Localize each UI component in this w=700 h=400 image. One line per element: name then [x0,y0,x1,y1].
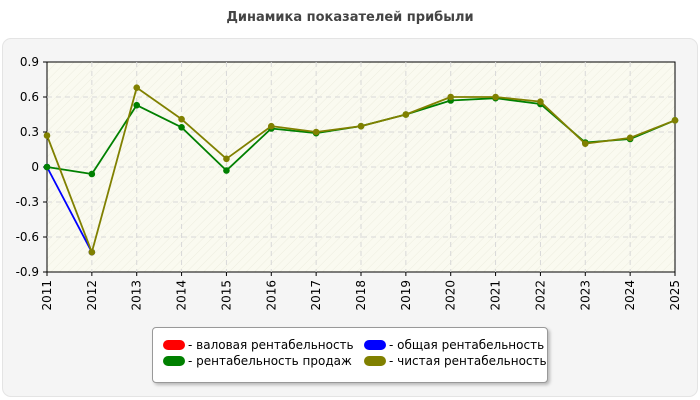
x-tick-label: 2019 [399,280,413,311]
x-tick-label: 2020 [444,280,458,311]
data-point-2 [43,163,51,171]
x-tick-label: 2012 [85,280,99,311]
legend: - валовая рентабельность - общая рентабе… [152,327,548,383]
x-tick-label: 2023 [578,280,592,311]
legend-text-sales: рентабельность продаж [196,354,352,368]
data-point-3 [581,140,589,147]
x-tick-label: 2022 [533,280,547,311]
data-point-3 [537,98,544,105]
y-tick-label: -0.3 [16,195,39,209]
legend-item-gross: - валовая рентабельность [163,337,354,353]
legend-label-gross: - валовая рентабельность [188,338,354,352]
data-point-3 [223,155,230,163]
data-point-3 [312,128,320,136]
x-tick-label: 2025 [668,280,682,311]
grid-lines [47,62,675,272]
data-point-2 [133,101,141,109]
data-point-3 [402,111,410,118]
data-point-3 [43,132,51,139]
legend-label-total: - общая рентабельность [389,338,545,352]
legend-text-gross: валовая рентабельность [196,338,354,352]
legend-text-total: общая рентабельность [397,338,545,352]
y-tick-label: -0.9 [16,265,39,279]
legend-item-net: - чистая рентабельность [364,353,547,369]
x-tick-label: 2011 [40,280,54,311]
data-point-3 [267,122,275,130]
legend-item-sales: - рентабельность продаж [163,353,352,369]
y-tick-label: 0.9 [20,55,39,69]
data-point-3 [492,93,499,101]
series-layer [43,84,679,256]
data-point-3 [626,134,634,142]
data-point-3 [447,93,455,101]
chart-title: Динамика показателей прибыли [226,10,474,25]
x-tick-label: 2015 [219,280,233,311]
data-point-3 [88,248,96,256]
data-point-2 [178,124,185,131]
data-point-2 [88,170,96,178]
x-tick-label: 2018 [354,280,368,311]
data-point-3 [357,122,365,130]
y-tick-label: 0 [31,160,39,174]
data-point-3 [671,117,679,124]
data-point-3 [178,115,185,123]
legend-text-net: чистая рентабельность [397,354,547,368]
y-tick-label: 0.6 [20,90,39,104]
x-tick-label: 2013 [130,280,144,311]
x-tick-label: 2016 [264,280,278,311]
legend-swatch-net [364,356,386,366]
y-tick-label: -0.6 [16,230,39,244]
x-tick-label: 2014 [175,280,189,311]
legend-label-net: - чистая рентабельность [389,354,547,368]
legend-item-total: - общая рентабельность [364,337,544,353]
series-line-1 [46,166,93,253]
x-tick-label: 2017 [309,280,323,311]
legend-swatch-gross [163,340,185,350]
data-point-3 [133,84,141,91]
x-tick-label: 2024 [623,280,637,311]
legend-swatch-sales [163,356,185,366]
y-tick-label: 0.3 [20,125,39,139]
legend-label-sales: - рентабельность продаж [188,354,352,368]
data-point-2 [223,167,230,174]
x-tick-label: 2021 [489,280,503,311]
legend-swatch-total [364,340,386,350]
